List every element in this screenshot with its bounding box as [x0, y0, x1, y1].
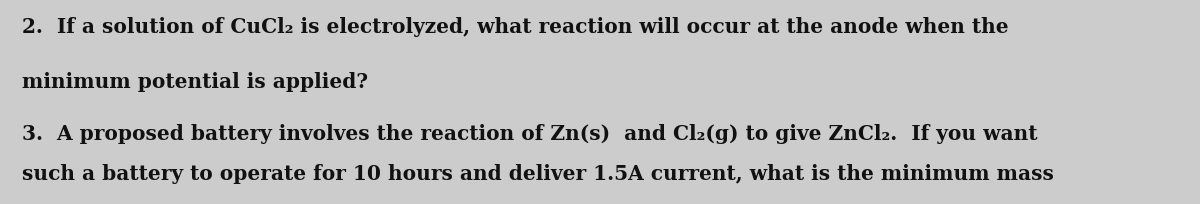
Text: such a battery to operate for 10 hours and deliver 1.5A current, what is the min: such a battery to operate for 10 hours a… — [22, 164, 1054, 184]
Text: 2.  If a solution of CuCl₂ is electrolyzed, what reaction will occur at the anod: 2. If a solution of CuCl₂ is electrolyze… — [22, 17, 1008, 37]
Text: 3.  A proposed battery involves the reaction of Zn(s)  and Cl₂(g) to give ZnCl₂.: 3. A proposed battery involves the react… — [22, 123, 1037, 143]
Text: minimum potential is applied?: minimum potential is applied? — [22, 72, 367, 92]
